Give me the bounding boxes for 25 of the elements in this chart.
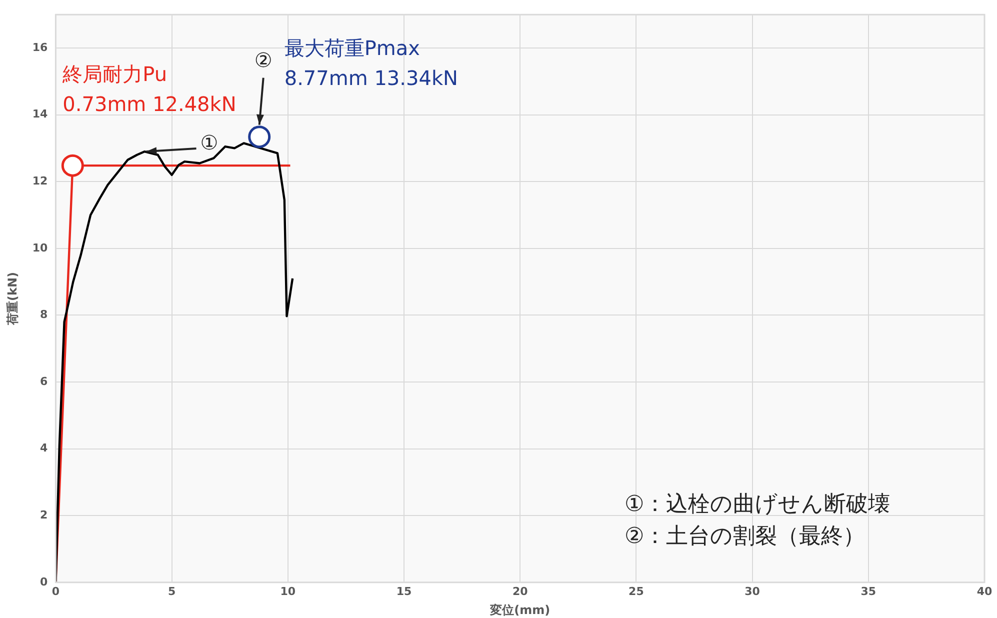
y-tick-label: 6 — [40, 374, 48, 388]
x-tick-label: 5 — [168, 584, 176, 598]
annotation: ①：込栓の曲げせん断破壊 ②：土台の割裂（最終） — [624, 492, 890, 550]
annotation: 最大荷重Pmax 8.77mm 13.34kN — [284, 36, 458, 90]
y-tick-label: 10 — [32, 241, 48, 254]
y-tick-label: 2 — [40, 508, 48, 522]
annotation: 終局耐力Pu 0.73mm 12.48kN — [62, 62, 236, 116]
y-tick-label: 14 — [32, 108, 48, 121]
y-tick-label: 0 — [40, 575, 48, 588]
x-tick-label: 25 — [628, 584, 644, 598]
x-tick-label: 35 — [860, 584, 876, 598]
y-axis-title: 荷重(kN) — [5, 272, 20, 326]
y-tick-label: 16 — [32, 40, 48, 54]
annotation: ① — [200, 130, 218, 155]
x-tick-label: 10 — [280, 584, 296, 598]
y-tick-label: 4 — [40, 442, 48, 455]
x-tick-label: 20 — [512, 584, 528, 598]
y-tick-label: 12 — [32, 174, 48, 188]
x-tick-label: 0 — [52, 584, 60, 598]
y-tick-label: 8 — [40, 308, 48, 322]
x-tick-label: 15 — [396, 584, 412, 598]
annotation: ② — [254, 48, 272, 72]
x-axis-title: 変位(mm) — [489, 602, 550, 617]
x-tick-label: 30 — [744, 584, 760, 598]
x-tick-label: 40 — [976, 584, 992, 598]
